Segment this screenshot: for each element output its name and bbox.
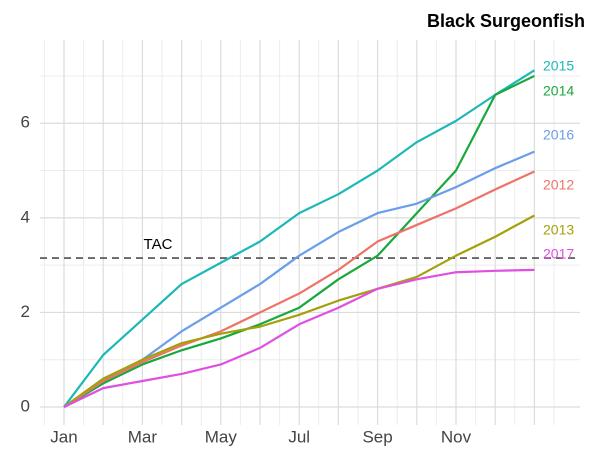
x-tick-label: May [205,427,238,446]
series-label: 2014 [543,83,574,99]
x-tick-label: Sep [362,427,392,446]
chart-title: Black Surgeonfish [427,11,585,31]
x-tick-label: Jan [50,427,77,446]
x-tick-label: Nov [441,427,472,446]
x-tick-label: Mar [128,427,158,446]
x-tick-label: Jul [288,427,310,446]
y-tick-label: 0 [21,397,30,416]
series-line [63,214,535,408]
series-label: 2013 [543,222,574,238]
y-tick-label: 4 [21,207,30,226]
series-label: 2012 [543,177,574,193]
y-tick-label: 2 [21,302,30,321]
series-label: 2017 [543,246,574,262]
series-line [63,170,535,408]
series-line [63,69,535,408]
series-label: 2015 [543,58,574,74]
series-label: 2016 [543,127,574,143]
y-tick-label: 6 [21,113,30,132]
series-line [63,74,535,408]
reference-label: TAC [144,236,173,253]
series-line [63,268,535,409]
